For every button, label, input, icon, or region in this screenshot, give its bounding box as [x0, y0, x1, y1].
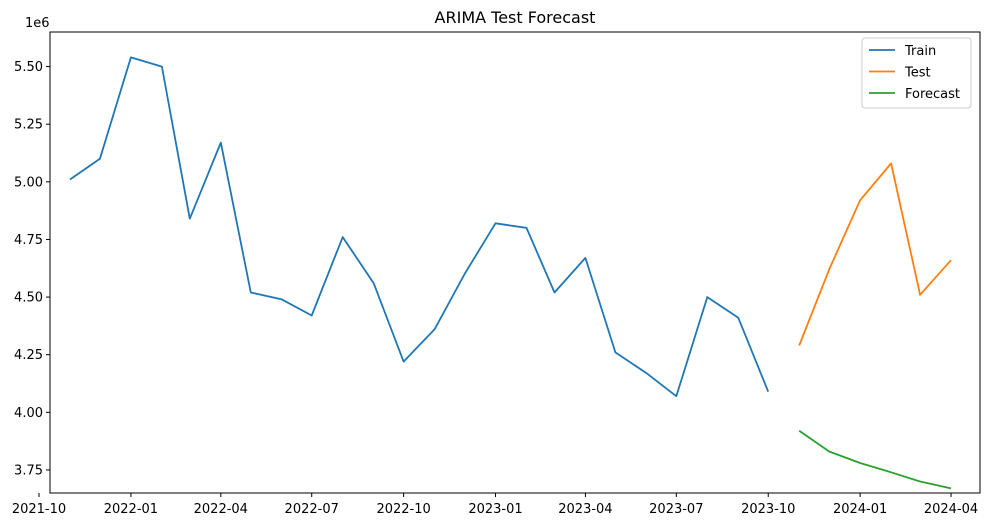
legend: Train Test Forecast [861, 37, 972, 109]
legend-label-forecast: Forecast [905, 87, 960, 102]
y-tick-label: 4.75 [14, 233, 43, 248]
y-tick-label: 4.50 [14, 291, 43, 306]
chart-title: ARIMA Test Forecast [435, 8, 596, 27]
x-tick-label: 2021-10 [12, 502, 66, 517]
series-layer [69, 56, 952, 490]
y-tick-label: 5.25 [14, 118, 43, 133]
y-tick-label: 5.00 [14, 175, 43, 190]
legend-label-train: Train [904, 44, 936, 59]
x-tick-label: 2022-07 [285, 502, 339, 517]
legend-box [861, 37, 972, 109]
x-tick-label: 2022-04 [194, 502, 248, 517]
y-tick-label: 4.25 [14, 348, 43, 363]
x-tick-label: 2023-10 [741, 502, 795, 517]
x-tick-label: 2023-04 [558, 502, 612, 517]
y-tick-label: 5.50 [14, 60, 43, 75]
x-tick-label: 2022-01 [104, 502, 158, 517]
x-tick-label: 2023-01 [468, 502, 522, 517]
series-line-train [69, 56, 770, 398]
series-line-test [798, 162, 952, 346]
plot-frame [49, 31, 981, 494]
y-tick-label: 4.00 [14, 406, 43, 421]
x-tick-label: 2024-01 [833, 502, 887, 517]
series-line-forecast [798, 430, 952, 490]
x-tick-label: 2024-04 [924, 502, 978, 517]
axes-layer: 2021-10 2022-01 2022-04 2022-07 2022-10 2023-… [12, 31, 981, 517]
x-tick-label: 2023-07 [649, 502, 703, 517]
x-tick-label: 2022-10 [376, 502, 430, 517]
y-multiplier-label: 1e6 [25, 16, 50, 31]
legend-label-test: Test [904, 66, 931, 81]
y-tick-label: 3.75 [14, 463, 43, 478]
